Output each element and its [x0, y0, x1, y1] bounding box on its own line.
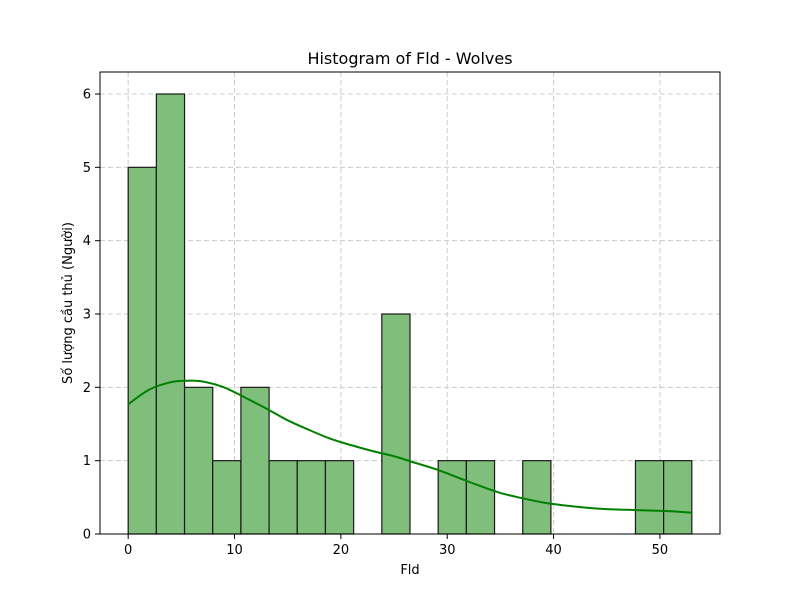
x-tick-label: 20: [333, 543, 350, 558]
histogram-bar: [663, 460, 693, 535]
histogram-bar: [437, 460, 467, 535]
y-tick-label: 6: [83, 88, 91, 103]
x-axis-ticks: 0 10 20 30 40 50: [124, 534, 668, 558]
x-tick-label: 10: [226, 543, 243, 558]
x-tick-label: 30: [439, 543, 456, 558]
x-axis-label: Fld: [400, 563, 419, 578]
histogram-bar: [183, 386, 214, 535]
histogram-bar: [522, 460, 552, 535]
x-tick-label: 40: [545, 543, 562, 558]
histogram-bar: [381, 313, 411, 535]
chart-title: Histogram of Fld - Wolves: [307, 49, 512, 68]
y-tick-label: 4: [83, 234, 91, 249]
y-tick-label: 3: [83, 308, 91, 323]
grid-lines: [100, 72, 720, 535]
histogram-bar: [324, 460, 355, 535]
y-tick-label: 2: [83, 381, 91, 396]
histogram-bar: [212, 460, 242, 535]
y-tick-label: 0: [83, 528, 91, 543]
histogram-bar: [634, 460, 665, 535]
y-axis-ticks: 0 1 2 3 4 5 6: [83, 88, 100, 543]
x-tick-label: 50: [652, 543, 669, 558]
x-tick-label: 0: [124, 543, 132, 558]
histogram-bar: [268, 460, 298, 535]
y-axis-label: Số lượng cầu thủ (Người): [61, 222, 76, 384]
y-tick-label: 1: [83, 454, 91, 469]
y-tick-label: 5: [83, 161, 91, 176]
histogram-bar: [127, 166, 157, 535]
histogram-bar: [240, 386, 270, 535]
histogram-bar: [296, 460, 327, 535]
histogram-bar: [465, 460, 496, 535]
histogram-bars: [127, 93, 693, 535]
plot-area-frame: [99, 71, 721, 535]
histogram-bar: [155, 93, 186, 535]
kde-curve: [127, 379, 692, 514]
